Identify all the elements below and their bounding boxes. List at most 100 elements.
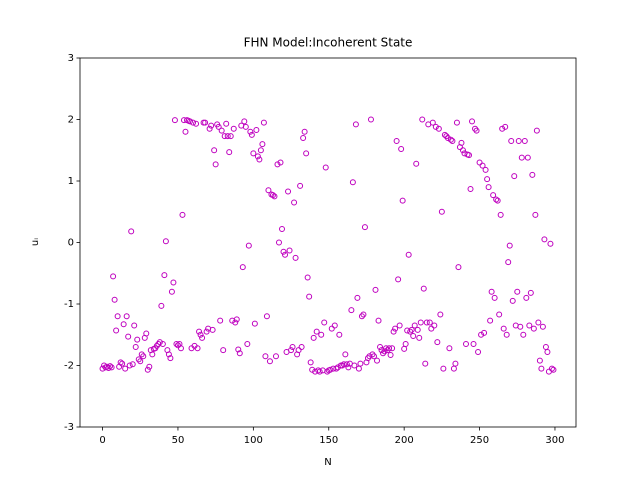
point [478, 331, 485, 338]
point [297, 182, 304, 189]
point [211, 147, 218, 154]
point [137, 358, 144, 365]
point [174, 342, 181, 349]
point [476, 159, 483, 166]
point [107, 363, 114, 370]
point [370, 353, 377, 360]
point [479, 162, 486, 169]
point [532, 211, 539, 218]
point [408, 326, 415, 333]
point [381, 348, 388, 355]
point [327, 366, 334, 373]
point [220, 347, 227, 354]
point [524, 154, 531, 161]
point [389, 345, 396, 352]
point [536, 357, 543, 364]
point [396, 322, 403, 329]
point [144, 366, 151, 373]
point [349, 179, 356, 186]
point [459, 147, 466, 154]
point [190, 119, 197, 126]
point [262, 353, 269, 360]
point [462, 340, 469, 347]
point [199, 334, 206, 341]
point [509, 297, 516, 304]
point [168, 288, 175, 295]
y-axis-label: uᵢ [30, 238, 41, 246]
point [343, 361, 350, 368]
point [497, 211, 504, 218]
point [535, 319, 542, 326]
point [257, 147, 264, 154]
point [260, 119, 267, 126]
point [467, 185, 474, 192]
point [426, 319, 433, 326]
point [475, 348, 482, 355]
point [134, 336, 141, 343]
x-tick-label: 200 [395, 435, 414, 446]
point [224, 133, 231, 140]
point [342, 351, 349, 358]
point [156, 339, 163, 346]
point [357, 360, 364, 367]
point [405, 251, 412, 258]
point [533, 127, 540, 134]
point [438, 208, 445, 215]
y-tick-label: -2 [64, 361, 74, 372]
point [500, 325, 507, 332]
point [266, 358, 273, 365]
point [375, 317, 382, 324]
point [441, 131, 448, 138]
point [449, 138, 456, 145]
point [120, 321, 127, 328]
point [333, 365, 340, 372]
point [233, 316, 240, 323]
point [324, 368, 331, 375]
point [159, 340, 166, 347]
point [458, 139, 465, 146]
point [292, 254, 299, 261]
point [280, 248, 287, 255]
point [247, 128, 254, 135]
point [420, 285, 427, 292]
point [274, 161, 281, 168]
point [236, 350, 243, 357]
point [307, 359, 314, 366]
point [265, 187, 272, 194]
point [487, 317, 494, 324]
point [351, 362, 358, 369]
point [514, 288, 521, 295]
point [254, 153, 261, 160]
point [361, 224, 368, 231]
point [230, 125, 237, 132]
point [110, 273, 117, 280]
point [518, 154, 525, 161]
point [491, 294, 498, 301]
point [269, 192, 276, 199]
point [171, 117, 178, 124]
point [530, 325, 537, 332]
point [209, 326, 216, 333]
point [515, 138, 522, 145]
point [446, 345, 453, 352]
point [517, 323, 524, 330]
point [108, 364, 115, 371]
point [527, 289, 534, 296]
point [241, 118, 248, 125]
point [493, 196, 500, 203]
point [428, 325, 435, 332]
point [466, 152, 473, 159]
point [242, 123, 249, 130]
point [336, 331, 343, 338]
point [272, 353, 279, 360]
point [490, 192, 497, 199]
point [316, 368, 323, 375]
x-axis-label: N [324, 457, 331, 468]
point [114, 313, 121, 320]
point [173, 340, 180, 347]
point [309, 366, 316, 373]
point [434, 339, 441, 346]
point [295, 347, 302, 354]
point [223, 120, 230, 127]
